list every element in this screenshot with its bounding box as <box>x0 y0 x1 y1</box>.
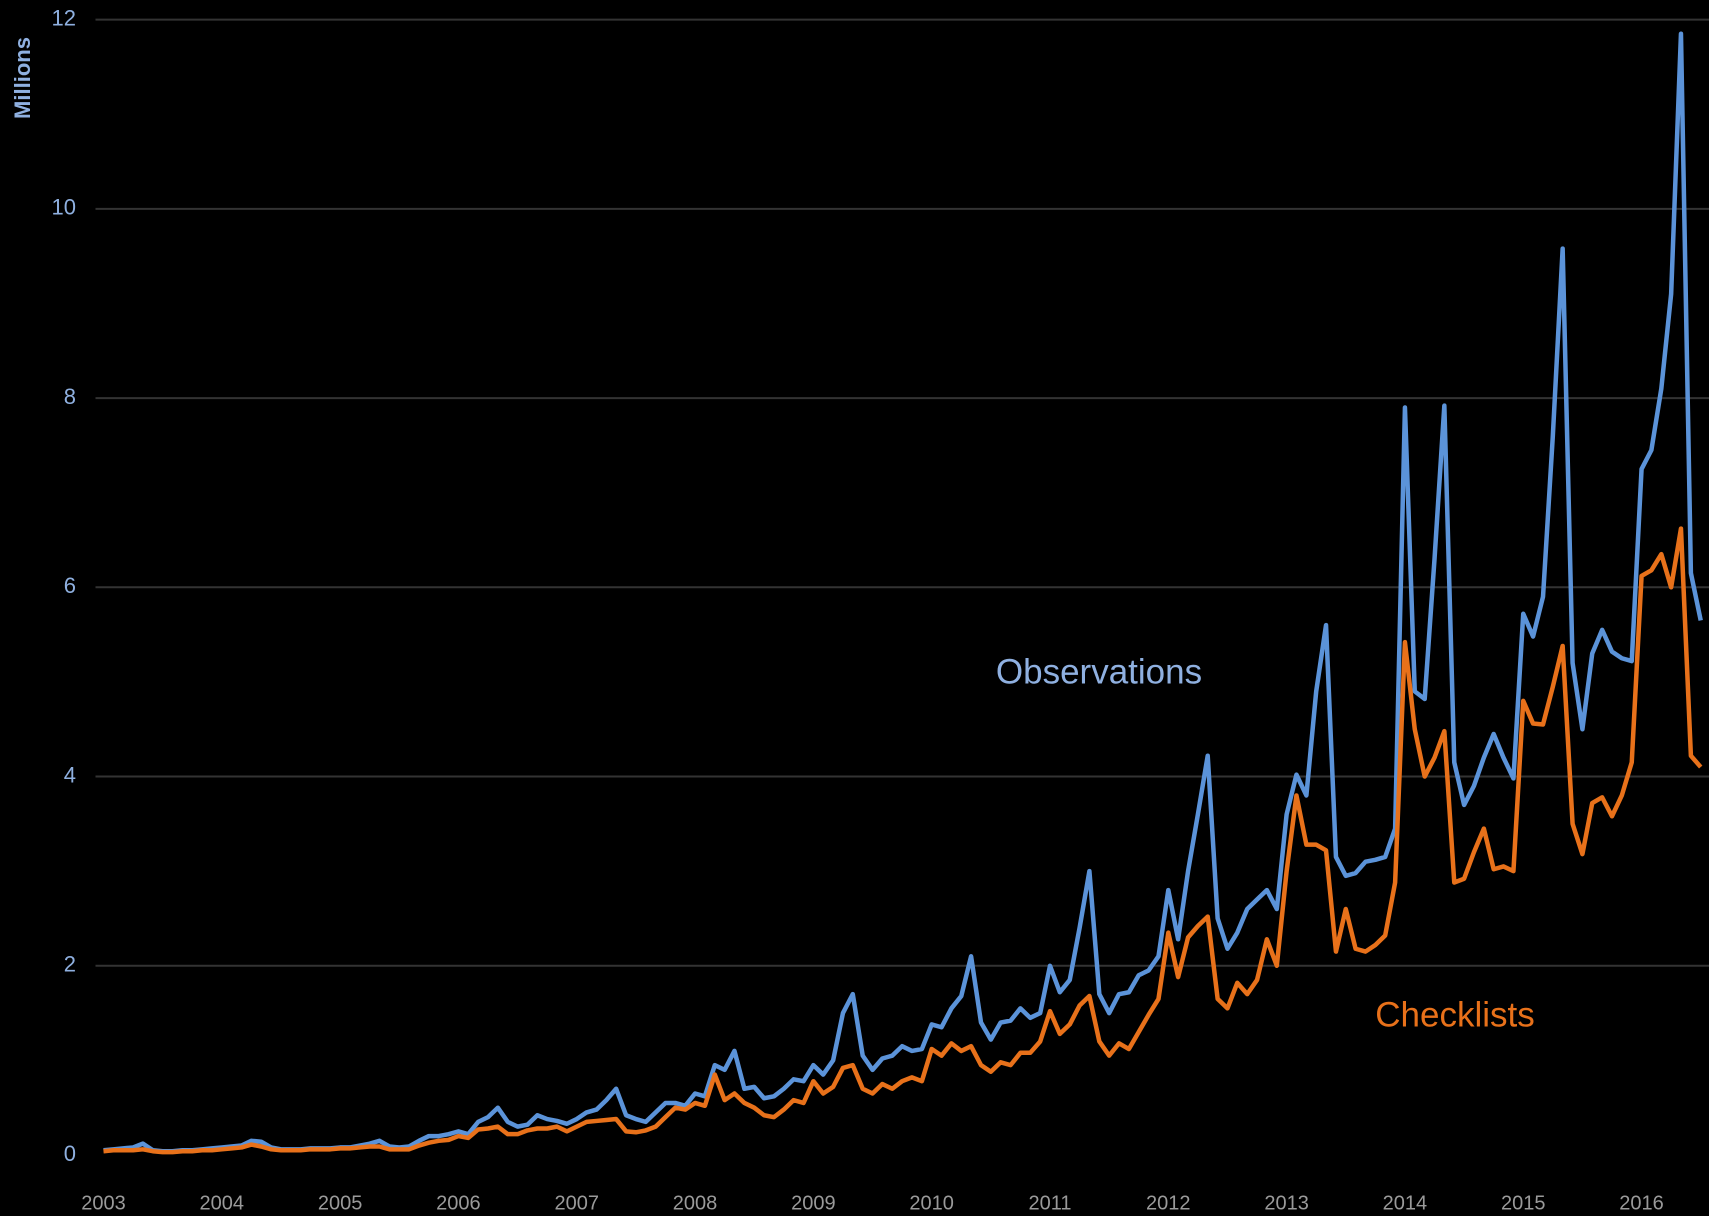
x-tick-label: 2010 <box>909 1192 954 1214</box>
y-tick-label: 12 <box>52 5 76 30</box>
y-tick-label: 10 <box>52 195 76 220</box>
y-tick-label: 6 <box>64 573 76 598</box>
x-tick-label: 2012 <box>1146 1192 1191 1214</box>
annotation: Checklists <box>1375 995 1534 1034</box>
x-tick-label: 2006 <box>436 1192 481 1214</box>
x-tick-label: 2005 <box>318 1192 363 1214</box>
series-line <box>103 31 1703 1154</box>
x-tick-label: 2009 <box>791 1192 836 1214</box>
x-tick-label: 2003 <box>81 1192 126 1214</box>
x-tick-label: 2013 <box>1264 1192 1309 1214</box>
x-tick-label: 2015 <box>1501 1192 1546 1214</box>
y-tick-label: 8 <box>64 384 76 409</box>
x-tick-label: 2007 <box>554 1192 599 1214</box>
x-tick-label: 2004 <box>200 1192 245 1214</box>
x-tick-label: 2011 <box>1028 1192 1071 1214</box>
y-tick-label: 2 <box>64 952 76 977</box>
y-tick-label: 0 <box>64 1141 76 1166</box>
series-line <box>103 526 1703 1155</box>
y-tick-label: 4 <box>64 762 76 787</box>
y-axis-label: Millions <box>10 37 35 119</box>
annotation: Observations <box>996 652 1202 691</box>
x-tick-label: 2014 <box>1383 1192 1428 1214</box>
x-tick-label: 2008 <box>673 1192 718 1214</box>
x-tick-label: 2016 <box>1619 1192 1664 1214</box>
